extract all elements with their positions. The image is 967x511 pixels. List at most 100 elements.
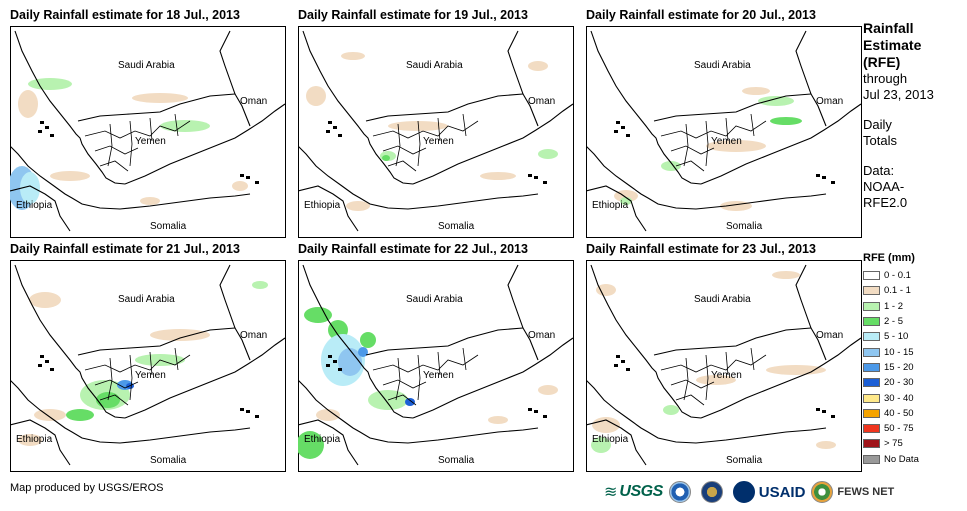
map-label-oman: Oman xyxy=(816,330,843,341)
usgs-logo: ≋ USGS xyxy=(604,482,663,502)
legend-item: 0 - 0.1 xyxy=(863,268,963,283)
map-panel-5: Daily Rainfall estimate for 22 Jul., 201… xyxy=(298,240,574,474)
rainfall-patch xyxy=(772,271,800,279)
rainfall-patch xyxy=(232,181,248,191)
legend-title: RFE (mm) xyxy=(863,252,915,264)
legend-label: 10 - 15 xyxy=(884,346,914,358)
rainfall-patch xyxy=(488,416,508,424)
rainfall-patch xyxy=(140,197,160,205)
panel-title: Daily Rainfall estimate for 23 Jul., 201… xyxy=(586,242,816,256)
legend-label: 0.1 - 1 xyxy=(884,285,911,297)
coastline-africa xyxy=(586,379,827,444)
rainfall-patch xyxy=(696,375,736,385)
island xyxy=(831,181,835,184)
map-label-yemen: Yemen xyxy=(135,136,166,147)
coastline-africa xyxy=(298,379,539,444)
legend-item: 1 - 2 xyxy=(863,299,963,314)
border-horn xyxy=(10,419,71,466)
rainfall-map: Saudi Arabia Oman Yemen Ethiopia Somalia xyxy=(10,26,286,238)
rainfall-patch xyxy=(816,441,836,449)
island xyxy=(621,360,625,363)
coastline-south xyxy=(700,337,862,419)
legend-item: 40 - 50 xyxy=(863,406,963,421)
legend-swatch xyxy=(863,317,880,327)
legend-swatch xyxy=(863,362,880,372)
legend-label: 0 - 0.1 xyxy=(884,270,911,282)
island xyxy=(328,355,332,358)
governorate-borders xyxy=(84,347,191,406)
noaa-emblem-icon xyxy=(668,481,691,503)
map-label-ethiopia: Ethiopia xyxy=(304,200,341,211)
coastline-west xyxy=(14,264,126,419)
panel-title: Daily Rainfall estimate for 21 Jul., 201… xyxy=(10,242,240,256)
coastline-west xyxy=(14,30,126,185)
map-label-somalia: Somalia xyxy=(438,455,475,466)
rainfall-patch xyxy=(591,437,611,453)
rainfall-map: Saudi Arabia Oman Yemen Ethiopia Somalia xyxy=(586,260,862,472)
island xyxy=(543,415,547,418)
side-data-2: NOAA- xyxy=(863,179,905,194)
map-label-saudi: Saudi Arabia xyxy=(118,294,175,305)
governorate-borders xyxy=(372,347,479,406)
border-saudi-yemen xyxy=(365,93,524,122)
rainfall-patch xyxy=(596,284,616,296)
legend-item: 10 - 15 xyxy=(863,344,963,359)
seal-icon xyxy=(700,481,723,503)
panel-title: Daily Rainfall estimate for 19 Jul., 201… xyxy=(298,8,528,22)
island xyxy=(246,410,250,413)
map-svg: Saudi Arabia Oman Yemen Ethiopia Somalia xyxy=(586,26,862,238)
island xyxy=(338,134,342,137)
border-oman xyxy=(507,30,539,127)
side-title-2: Estimate xyxy=(863,37,922,53)
border-saudi-yemen xyxy=(77,93,236,122)
island xyxy=(616,355,620,358)
island xyxy=(626,134,630,137)
rainfall-patch xyxy=(405,398,415,406)
dos-logo xyxy=(700,481,727,503)
side-totals: Totals xyxy=(863,133,897,148)
island xyxy=(40,355,44,358)
border-oman xyxy=(219,30,251,127)
island xyxy=(326,130,330,133)
panel-title: Daily Rainfall estimate for 18 Jul., 201… xyxy=(10,8,240,22)
island xyxy=(246,176,250,179)
map-label-ethiopia: Ethiopia xyxy=(304,434,341,445)
coastline-africa xyxy=(10,379,251,444)
rainfall-patch xyxy=(346,201,370,211)
rainfall-patch xyxy=(528,61,548,71)
border-saudi-yemen xyxy=(365,327,524,356)
map-label-yemen: Yemen xyxy=(711,370,742,381)
legend-item: 30 - 40 xyxy=(863,390,963,405)
coastline-west xyxy=(302,264,414,419)
map-label-somalia: Somalia xyxy=(150,455,187,466)
map-label-ethiopia: Ethiopia xyxy=(16,434,53,445)
map-label-ethiopia: Ethiopia xyxy=(16,200,53,211)
border-horn xyxy=(298,419,359,466)
rainfall-patch xyxy=(298,431,324,459)
map-label-yemen: Yemen xyxy=(423,136,454,147)
island xyxy=(816,174,820,177)
rainfall-patch xyxy=(341,52,365,60)
side-data-1: Data: xyxy=(863,163,895,178)
legend-label: 40 - 50 xyxy=(884,407,914,419)
island xyxy=(534,410,538,413)
island xyxy=(333,126,337,129)
map-label-oman: Oman xyxy=(528,330,555,341)
map-label-somalia: Somalia xyxy=(150,221,187,232)
island xyxy=(822,410,826,413)
island xyxy=(614,364,618,367)
rainfall-patch xyxy=(29,292,61,308)
legend-swatch xyxy=(863,347,880,357)
island xyxy=(240,174,244,177)
map-label-yemen: Yemen xyxy=(711,136,742,147)
legend-label: No Data xyxy=(884,453,919,465)
legend-item: 50 - 75 xyxy=(863,421,963,436)
side-daily: Daily xyxy=(863,117,892,132)
island xyxy=(614,130,618,133)
island xyxy=(255,415,259,418)
coastline-africa xyxy=(298,145,539,210)
island xyxy=(822,176,826,179)
rainfall-patch xyxy=(766,365,826,375)
island xyxy=(333,360,337,363)
coastline-africa xyxy=(10,145,251,210)
